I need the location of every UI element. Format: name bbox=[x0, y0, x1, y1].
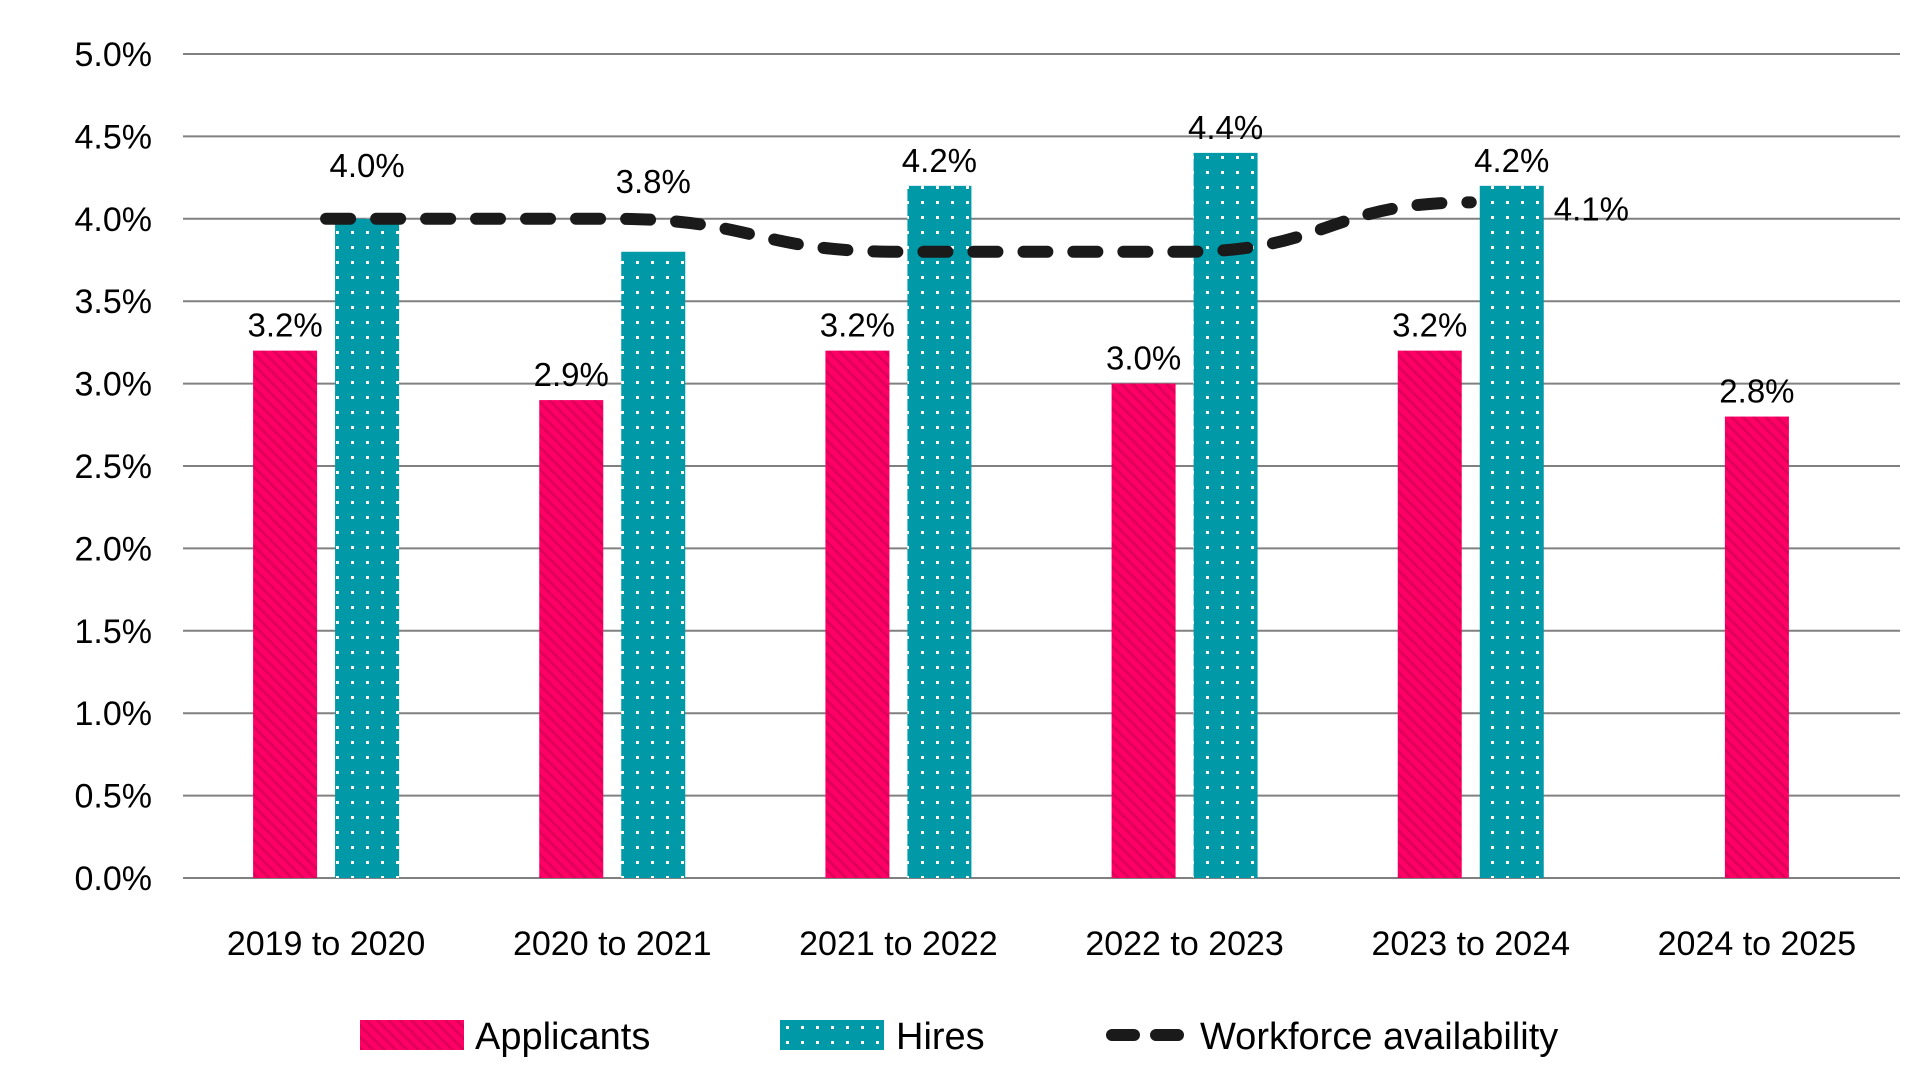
y-tick-label: 3.5% bbox=[75, 283, 153, 321]
x-axis-labels: 2019 to 2020 2020 to 2021 2021 to 2022 2022… bbox=[227, 925, 1856, 963]
workforce-availability-line bbox=[320, 196, 1477, 258]
bar-applicants bbox=[253, 350, 318, 878]
bar-hires bbox=[1479, 185, 1544, 879]
bar-applicants bbox=[539, 400, 604, 878]
bar-hires bbox=[907, 185, 972, 879]
x-tick-label: 2021 to 2022 bbox=[799, 925, 998, 963]
data-label-applicants: 3.2% bbox=[820, 307, 895, 344]
gridlines bbox=[183, 53, 1900, 879]
bar-applicants bbox=[1397, 350, 1462, 878]
y-tick-label: 1.0% bbox=[75, 695, 153, 733]
y-tick-label: 5.0% bbox=[75, 36, 153, 74]
data-label-hires: 4.4% bbox=[1188, 109, 1263, 146]
data-labels: 3.2% 4.0% 2.9% 3.8% 3.2% 4.2% 3.0% 4.4% 3.2% 4.2%… bbox=[247, 109, 1794, 410]
data-label-applicants: 2.9% bbox=[534, 356, 609, 393]
legend-label-workforce: Workforce availability bbox=[1200, 1016, 1558, 1058]
y-tick-label: 1.5% bbox=[75, 613, 153, 651]
bar-hires bbox=[1193, 152, 1258, 878]
y-axis-ticks: 0.0% 0.5% 1.0% 1.5% 2.0% 2.5% 3.0% 3.5% 4.0% 4.5%… bbox=[75, 36, 153, 898]
y-tick-label: 0.5% bbox=[75, 778, 153, 816]
y-tick-label: 2.0% bbox=[75, 530, 153, 568]
data-label-workforce: 4.1% bbox=[1554, 190, 1629, 227]
bar-hires bbox=[621, 251, 686, 878]
legend-label-applicants: Applicants bbox=[475, 1016, 650, 1058]
data-label-applicants: 2.8% bbox=[1719, 373, 1794, 410]
bar-applicants bbox=[1724, 416, 1789, 878]
x-tick-label: 2020 to 2021 bbox=[513, 925, 712, 963]
x-tick-label: 2022 to 2023 bbox=[1085, 925, 1284, 963]
workforce-line bbox=[320, 196, 1477, 258]
data-label-hires: 4.2% bbox=[1474, 142, 1549, 179]
x-tick-label: 2024 to 2025 bbox=[1658, 925, 1857, 963]
y-tick-label: 2.5% bbox=[75, 448, 153, 486]
data-label-hires: 4.2% bbox=[902, 142, 977, 179]
data-label-hires: 4.0% bbox=[329, 147, 404, 184]
y-tick-label: 0.0% bbox=[75, 860, 153, 898]
data-label-applicants: 3.2% bbox=[247, 307, 322, 344]
x-tick-label: 2019 to 2020 bbox=[227, 925, 426, 963]
legend-swatch-applicants bbox=[360, 1020, 464, 1050]
data-label-applicants: 3.0% bbox=[1106, 340, 1181, 377]
bar-hires bbox=[335, 218, 400, 879]
x-tick-label: 2023 to 2024 bbox=[1371, 925, 1570, 963]
legend-label-hires: Hires bbox=[896, 1016, 985, 1058]
y-tick-label: 4.0% bbox=[75, 201, 153, 239]
bar-applicants bbox=[825, 350, 890, 878]
y-tick-label: 3.0% bbox=[75, 366, 153, 404]
y-tick-label: 4.5% bbox=[75, 118, 153, 156]
legend-swatch-hires bbox=[780, 1020, 884, 1050]
data-label-hires: 3.8% bbox=[616, 163, 691, 200]
bar-applicants bbox=[1111, 383, 1176, 878]
bars bbox=[253, 152, 1789, 879]
legend: Applicants Hires Workforce availability bbox=[360, 1016, 1558, 1058]
data-label-applicants: 3.2% bbox=[1392, 307, 1467, 344]
